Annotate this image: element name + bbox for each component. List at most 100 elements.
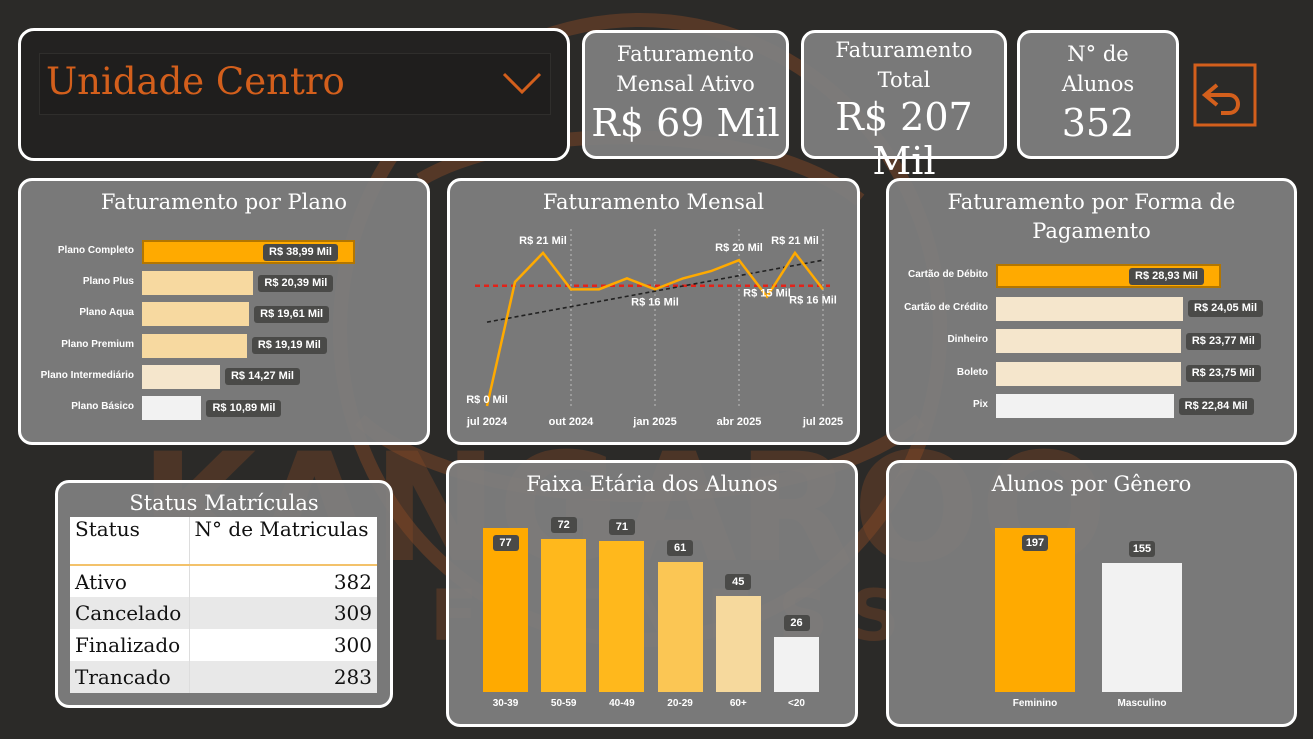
data-label: R$ 22,84 Mil: [1178, 397, 1254, 415]
chart-title: Alunos por Gênero: [991, 472, 1192, 496]
x-tick-label: jan 2025: [632, 416, 676, 428]
bar: [657, 562, 703, 692]
unit-filter-panel: Unidade Centro: [18, 28, 570, 161]
count-cell: 283: [333, 665, 372, 689]
bar: [142, 333, 247, 358]
data-label: 155: [1129, 540, 1155, 557]
category-label: Plano Básico: [71, 401, 134, 412]
category-label: Plano Intermediário: [40, 369, 134, 381]
category-label: Pix: [972, 399, 988, 411]
bar: [483, 528, 528, 692]
status-cell: Cancelado: [70, 597, 190, 629]
table-title: Status Matrículas: [129, 491, 319, 515]
bar: [599, 540, 645, 692]
data-label: R$ 24,05 Mil: [1188, 300, 1264, 318]
data-label: R$ 38,99 Mil: [263, 243, 338, 261]
category-label: Masculino: [1117, 698, 1167, 709]
data-label: 45: [725, 574, 752, 591]
table-row: Ativo 382: [70, 565, 377, 597]
x-tick-label: jul 2024: [466, 416, 508, 428]
x-tick-label: out 2024: [549, 416, 595, 428]
category-label: Cartão de Crédito: [904, 301, 988, 313]
count-cell: 300: [333, 633, 372, 657]
data-label: R$ 28,93 Mil: [1129, 267, 1204, 285]
chart-title: Faturamento por Forma de Pagamento: [947, 190, 1236, 243]
data-label: R$ 20 Mil: [715, 242, 763, 254]
age-range-card: Faixa Etária dos Alunos 77 30-39 72 50-59 71…: [446, 460, 858, 727]
data-label: R$ 0 Mil: [466, 394, 508, 406]
kpi-label: N° de Alunos: [1061, 42, 1135, 96]
table-header-row: Status N° de Matriculas: [70, 517, 377, 565]
table-row: Finalizado 300: [70, 629, 377, 661]
kpi-card-total: Faturamento Total R$ 207 Mil: [801, 30, 1007, 183]
bar: [142, 271, 254, 296]
column-header: Status: [70, 517, 190, 565]
status-cell: Trancado: [70, 661, 190, 693]
unit-dropdown-value: Unidade Centro: [46, 60, 345, 103]
kpi-card-monthly-active: Faturamento Mensal Ativo R$ 69 Mil: [582, 30, 789, 159]
data-label: 77: [492, 535, 519, 551]
data-label: R$ 21 Mil: [519, 235, 567, 247]
bar: [142, 364, 220, 389]
bar: [996, 361, 1181, 386]
column-header: N° de Matriculas: [194, 517, 369, 541]
bar: [541, 538, 587, 692]
back-arrow-icon[interactable]: [1193, 63, 1257, 127]
data-label: R$ 16 Mil: [789, 294, 837, 306]
trend-line: [486, 259, 824, 323]
enrollment-status-card: Status Matrículas Status N° de Matricula…: [55, 480, 393, 708]
kpi-value: R$ 69 Mil: [591, 101, 780, 145]
category-label: Plano Premium: [61, 338, 134, 350]
data-label: R$ 21 Mil: [771, 235, 819, 247]
data-label: R$ 20,39 Mil: [258, 274, 334, 292]
kpi-label: Faturamento Total: [835, 38, 973, 92]
revenue-by-plan-card: Faturamento por Plano Plano Completo R$ 3…: [18, 178, 430, 445]
status-cell: Finalizado: [70, 629, 190, 661]
kpi-value: 352: [1061, 101, 1135, 145]
data-label: R$ 19,61 Mil: [254, 305, 330, 323]
bar: [142, 396, 202, 420]
bar: [996, 329, 1181, 354]
bar: [996, 394, 1174, 419]
revenue-by-payment-card: Faturamento por Forma de Pagamento Cartã…: [886, 178, 1297, 445]
data-label: 197: [1022, 535, 1048, 551]
series-line: [485, 250, 824, 407]
unit-dropdown[interactable]: Unidade Centro: [39, 53, 551, 115]
count-cell: 382: [333, 569, 372, 594]
category-label: Plano Completo: [57, 245, 134, 256]
bar: [142, 302, 250, 327]
bar: [1102, 562, 1182, 692]
category-label: Plano Plus: [82, 276, 134, 288]
gender-card: Alunos por Gênero 197 Feminino 155 Masculin…: [886, 460, 1297, 727]
category-label: 50-59: [550, 698, 577, 709]
data-label: 26: [783, 614, 810, 631]
kpi-value: R$ 207 Mil: [835, 95, 973, 183]
chart-title: Faturamento Mensal: [542, 190, 765, 214]
data-label: 72: [550, 516, 577, 533]
kpi-label: Faturamento Mensal Ativo: [616, 42, 755, 96]
table-row: Trancado 283: [70, 661, 377, 693]
data-label: R$ 15 Mil: [743, 288, 791, 300]
monthly-revenue-card: Faturamento Mensal R$ 0 Mil R$ 21 Mil R$ 1…: [447, 178, 860, 445]
data-label: 71: [608, 518, 635, 535]
category-label: Cartão de Débito: [907, 269, 988, 280]
category-label: Dinheiro: [947, 334, 988, 346]
monthly-revenue-chart: R$ 0 Mil R$ 21 Mil R$ 16 Mil R$ 20 Mil R$ 15…: [466, 229, 843, 428]
bar: [995, 528, 1075, 692]
data-label: R$ 10,89 Mil: [206, 399, 282, 417]
kpi-card-students: N° de Alunos 352: [1017, 30, 1179, 159]
data-label: R$ 14,27 Mil: [224, 368, 300, 386]
bar: [774, 636, 819, 692]
chevron-down-icon[interactable]: [500, 70, 544, 98]
category-label: Plano Aqua: [79, 307, 134, 319]
category-label: 30-39: [492, 698, 519, 709]
data-label: 61: [667, 540, 694, 557]
status-cell: Ativo: [70, 565, 190, 597]
status-table: Status N° de Matriculas Ativo 382 Cancel…: [70, 517, 377, 693]
category-label: 20-29: [667, 698, 693, 709]
bar: [715, 596, 761, 692]
count-cell: 309: [333, 601, 372, 625]
chart-title: Faixa Etária dos Alunos: [526, 472, 778, 496]
data-label: R$ 19,19 Mil: [251, 337, 327, 355]
chart-title: Faturamento por Plano: [100, 190, 348, 214]
